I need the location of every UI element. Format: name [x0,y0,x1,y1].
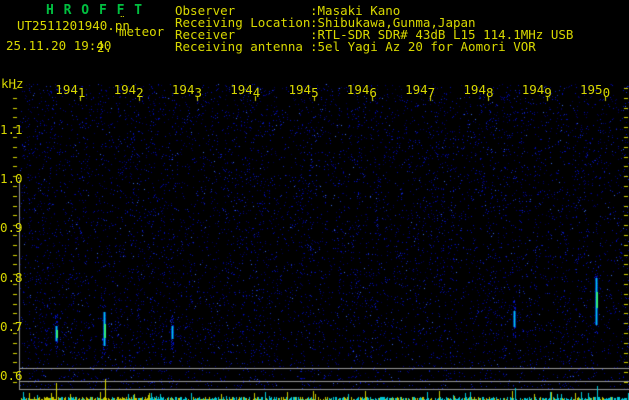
datetime-label: 25.11.20 19:40 [6,38,112,53]
time-label: 1946 [346,82,377,100]
time-label: 1949 [521,82,552,100]
time-label: 1942 [113,82,144,100]
freq-label: 0.9 [0,220,23,236]
time-label: 1943 [171,82,202,100]
time-label: 1944 [230,82,261,100]
freq-label: 1.1 [0,122,23,137]
mode-label: meteor [119,24,165,39]
time-label: 1948 [463,82,494,100]
filename-label: UT2511201940.pn [17,18,130,33]
freq-label: 0.7 [0,318,23,334]
app-title: H R O F F T [46,3,144,18]
field-value-observer: :Masaki Kano [310,3,401,18]
time-label: 1947 [405,82,436,100]
time-label: 1941 [55,82,86,100]
freq-unit-label: kHz [1,76,24,91]
time-label: 1945 [288,82,319,100]
filename-artifact: ¨ [119,14,126,27]
field-label-receiving-location: Receiving Location [175,15,311,30]
field-label-receiver: Receiver [175,27,236,42]
field-value-receiver: :RTL-SDR SDR# 43dB L15 114.1MHz USB [310,27,574,42]
echo-count-label: 2. [97,40,113,55]
freq-label: 0.6 [0,368,23,383]
field-value-receiving-location: :Shibukawa,Gunma,Japan [310,15,476,30]
time-label: 1950 [580,82,611,100]
field-label-observer: Observer [175,3,236,18]
freq-label: 0.8 [0,269,23,285]
field-label-receiving-antenna: Receiving antenna [175,39,303,54]
freq-label: 1.0 [0,171,23,187]
field-value-receiving-antenna: :5el Yagi Az 20 for Aomori VOR [310,39,536,54]
